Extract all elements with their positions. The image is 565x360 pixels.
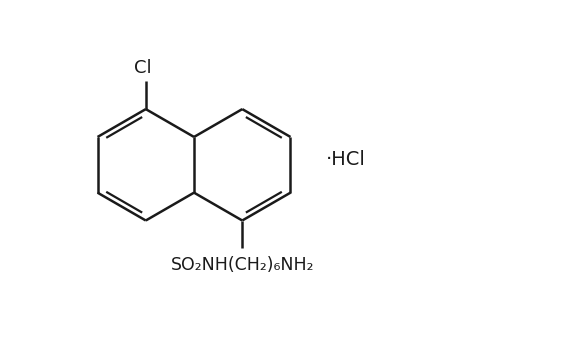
Text: ·HCl: ·HCl (325, 150, 366, 169)
Text: SO₂NH(CH₂)₆NH₂: SO₂NH(CH₂)₆NH₂ (171, 256, 314, 274)
Text: Cl: Cl (134, 59, 152, 77)
